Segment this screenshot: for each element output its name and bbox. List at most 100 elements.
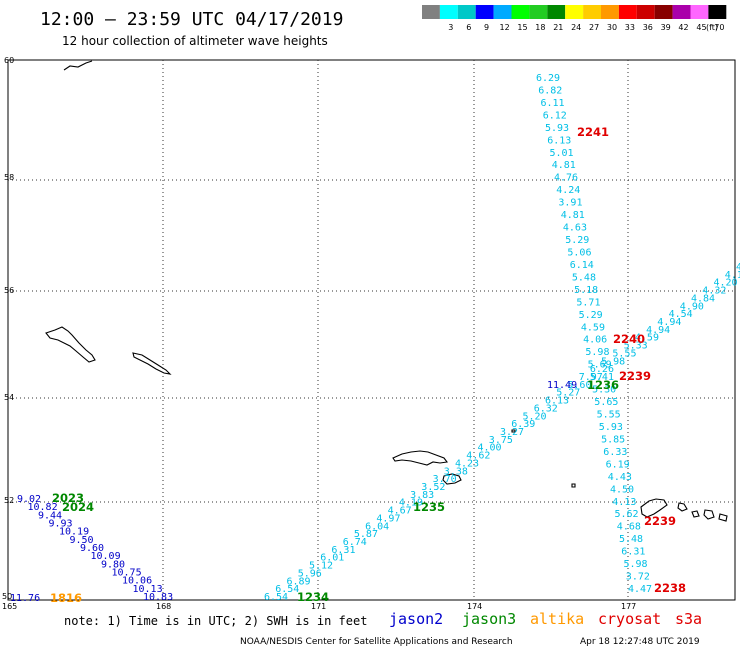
scale-label: 9 xyxy=(484,23,489,32)
pass-time-labels: 2241 2240 2239 2239 2238 1236 1235 1234 … xyxy=(50,125,686,605)
swh-value: 4.23 xyxy=(455,458,479,469)
swh-value: 9.02 xyxy=(17,494,41,505)
swh-value: 5.48 xyxy=(619,534,643,545)
scale-swatch xyxy=(672,5,691,19)
swh-value: 5.29 xyxy=(565,235,589,246)
swh-value: 3.27 xyxy=(500,427,524,438)
swh-value: 5.62 xyxy=(615,509,639,520)
swh-value: 3.70 xyxy=(433,474,457,485)
swh-value: 5.01 xyxy=(550,148,574,159)
scale-label: 33 xyxy=(625,23,635,32)
swh-value: 6.33 xyxy=(603,447,627,458)
swh-value: 4.63 xyxy=(563,223,587,234)
swh-value: 4.13 xyxy=(612,497,636,508)
swh-value: 4.18 xyxy=(725,270,740,281)
island-shoreline xyxy=(703,509,715,520)
scale-swatch xyxy=(601,5,619,19)
scale-swatch xyxy=(493,5,512,19)
swh-value: 6.26 xyxy=(590,364,614,375)
lon-label: 165 xyxy=(2,602,17,611)
swh-value: 6.11 xyxy=(541,98,565,109)
swh-value: 10.09 xyxy=(91,551,121,562)
swh-value: 4.00 xyxy=(478,443,502,454)
swh-value: 4.43 xyxy=(608,472,632,483)
swh-value: 9.50 xyxy=(70,535,94,546)
swh-value: 11.49 xyxy=(547,380,577,391)
pass-time-label: 1236 xyxy=(587,378,619,392)
satellite-s3a: s3a xyxy=(675,610,702,628)
swh-value: 5.18 xyxy=(574,285,598,296)
swh-value: 6.89 xyxy=(287,576,311,587)
swh-value: 10.19 xyxy=(59,527,89,538)
swh-value: 5.65 xyxy=(594,397,618,408)
island-shoreline xyxy=(511,429,516,433)
swh-value: 10.83 xyxy=(143,592,173,603)
swh-value: 4.06 xyxy=(583,335,607,346)
pass-time-label: 2239 xyxy=(619,369,651,383)
pass-time-label: 1234 xyxy=(297,590,329,604)
swh-value: 4.94 xyxy=(646,325,670,336)
scale-label: 3 xyxy=(448,23,453,32)
swh-value: 4.90 xyxy=(680,301,704,312)
swh-value: 4.62 xyxy=(466,451,490,462)
pass-time-label: 2023 xyxy=(52,491,84,505)
swh-value: 6.54 xyxy=(275,584,299,595)
swh-value: 6.39 xyxy=(511,419,535,430)
pass-time-label: 2240 xyxy=(613,332,645,346)
swh-value: 10.82 xyxy=(28,502,58,513)
swh-value: 6.13 xyxy=(545,396,569,407)
color-scale-legend: 3 6 9 12 15 18 21 24 27 30 33 36 39 42 45 70 xyxy=(422,5,727,32)
swh-value: 5.30 xyxy=(592,385,616,396)
island-shoreline xyxy=(45,326,96,363)
swh-value: 6.12 xyxy=(543,110,567,121)
swh-value: 5.20 xyxy=(523,411,547,422)
scale-swatch xyxy=(475,5,494,19)
satellite-altika: altika xyxy=(530,610,584,628)
scale-label: 24 xyxy=(571,23,581,32)
scale-label: 15 xyxy=(517,23,527,32)
satellite-legend: jason2 jason3 altika cryosat s3a xyxy=(389,610,702,628)
swh-value: 6.82 xyxy=(538,86,562,97)
swh-value: 5.98 xyxy=(601,356,625,367)
swh-value: 5.69 xyxy=(588,360,612,371)
swh-value: 5.55 xyxy=(612,348,636,359)
scale-label: 27 xyxy=(589,23,599,32)
scale-swatch xyxy=(511,5,530,19)
swh-value: 4.76 xyxy=(554,173,578,184)
swh-value: 10.13 xyxy=(133,584,163,595)
satellite-cryosat: cryosat xyxy=(598,610,661,628)
island-shoreline xyxy=(392,450,448,466)
swh-value: 9.93 xyxy=(49,519,73,530)
longitude-labels: 165 168 171 174 177 xyxy=(2,602,636,611)
swh-value: 5.41 xyxy=(590,372,614,383)
scale-swatch xyxy=(583,5,601,19)
swh-value: 6.19 xyxy=(606,459,630,470)
swh-value: 3.72 xyxy=(626,572,650,583)
lon-label: 171 xyxy=(311,602,326,611)
scale-label: 21 xyxy=(553,23,563,32)
scale-label: 18 xyxy=(535,23,545,32)
scale-swatch xyxy=(565,5,584,19)
map-frame xyxy=(7,59,736,601)
satellite-jason3: jason3 xyxy=(462,610,516,628)
swh-value: 6.04 xyxy=(365,521,389,532)
swh-value: 4.32 xyxy=(702,286,726,297)
scale-swatch xyxy=(654,5,673,19)
island-shoreline xyxy=(571,483,576,488)
swh-value: 6.31 xyxy=(621,547,645,558)
swh-value: 5.55 xyxy=(597,410,621,421)
satellite-jason2: jason2 xyxy=(389,610,443,628)
swh-value: 4.67 xyxy=(388,506,412,517)
pass-time-label: 1235 xyxy=(413,500,445,514)
island-shoreline xyxy=(718,513,728,522)
lat-label: 56 xyxy=(4,286,14,295)
footer-credit: NOAA/NESDIS Center for Satellite Applica… xyxy=(240,637,513,647)
swh-value: 5.98 xyxy=(585,347,609,358)
swh-value: 4.97 xyxy=(376,513,400,524)
swh-value: 4.84 xyxy=(691,293,715,304)
lon-label: 168 xyxy=(156,602,171,611)
swh-value: 5.27 xyxy=(556,388,580,399)
scale-swatch xyxy=(690,5,709,19)
latitude-labels: 60 58 56 54 52 50 xyxy=(2,56,14,601)
swh-value: 4.50 xyxy=(610,484,634,495)
